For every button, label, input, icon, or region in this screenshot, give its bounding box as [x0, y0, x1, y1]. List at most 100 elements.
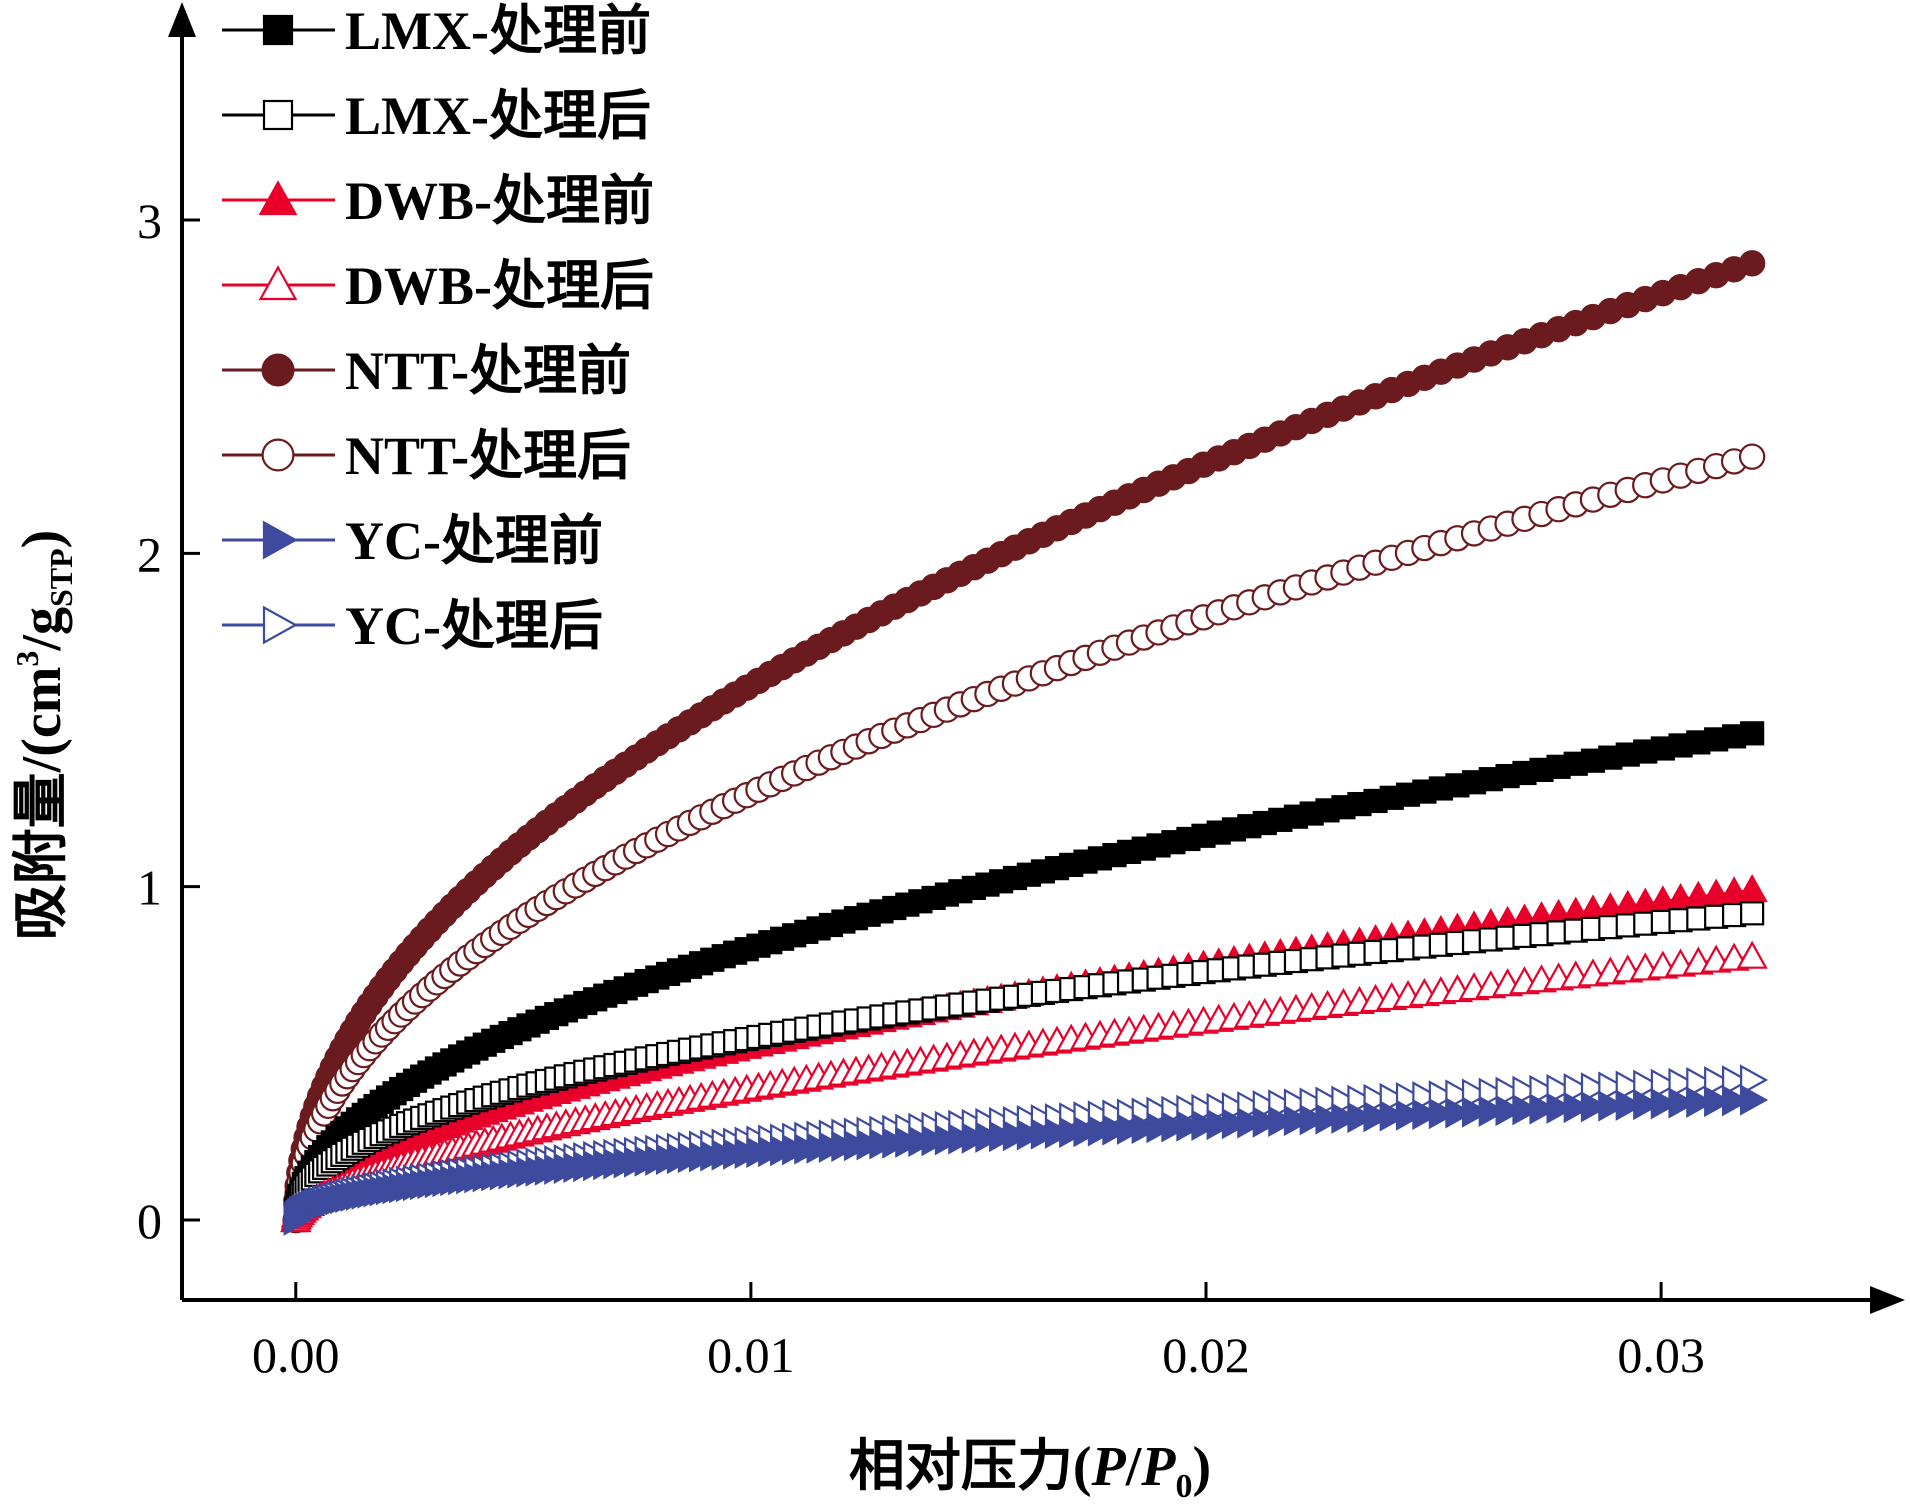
legend-marker — [261, 438, 295, 472]
data-point — [1283, 1104, 1312, 1137]
legend-item: DWB-处理后 — [222, 256, 654, 316]
data-point — [1191, 1109, 1220, 1141]
series-YC-处理前 — [283, 1084, 1769, 1236]
data-point — [1299, 1104, 1328, 1136]
data-point — [1633, 1069, 1662, 1101]
legend: LMX-处理前 LMX-处理后 DWB-处理前 DWB-处理后 NTT-处理前 NTT-处… — [222, 1, 654, 656]
data-point — [1495, 1094, 1524, 1127]
data-point — [1740, 901, 1765, 926]
data-point — [1615, 1070, 1644, 1102]
series-NTT-处理后 — [282, 443, 1766, 1234]
data-point — [1546, 1092, 1575, 1124]
data-point — [1598, 1090, 1627, 1122]
data-point — [1478, 1095, 1507, 1127]
data-point — [1686, 1086, 1715, 1118]
y-tick-label: 3 — [137, 193, 162, 249]
legend-marker — [258, 265, 298, 301]
legend-label: LMX-处理前 — [345, 1, 651, 61]
x-tick-label: 0.02 — [1162, 1327, 1250, 1383]
y-tick-label: 0 — [137, 1193, 162, 1249]
data-point — [1161, 1111, 1190, 1143]
data-point — [1087, 1115, 1116, 1147]
data-point — [1668, 1067, 1697, 1100]
legend-item: NTT-处理后 — [222, 426, 631, 486]
data-point — [1686, 1066, 1715, 1099]
legend-marker — [262, 99, 294, 131]
data-point — [1268, 1105, 1297, 1137]
data-point — [1363, 1101, 1392, 1133]
legend-label: YC-处理后 — [345, 596, 603, 656]
data-point — [961, 1122, 990, 1154]
x-tick-label: 0.03 — [1617, 1327, 1705, 1383]
legend-item: LMX-处理前 — [222, 1, 651, 61]
data-point — [1740, 721, 1765, 746]
data-point — [1237, 1107, 1266, 1139]
data-point — [1044, 1117, 1074, 1149]
legend-item: YC-处理后 — [222, 596, 603, 656]
data-point — [1030, 1118, 1059, 1150]
x-axis-title: 相对压力(P/P0) — [849, 1436, 1211, 1505]
data-point — [1563, 1091, 1592, 1124]
data-point — [1073, 1116, 1102, 1148]
data-point — [1176, 1110, 1205, 1142]
x-axis-arrow — [1870, 1286, 1905, 1314]
legend-item: NTT-处理前 — [222, 341, 631, 401]
data-point — [1598, 1071, 1627, 1103]
legend-label: DWB-处理后 — [345, 256, 654, 316]
legend-label: LMX-处理后 — [345, 86, 651, 146]
data-point — [1331, 1102, 1360, 1134]
data-point — [1116, 1113, 1146, 1145]
y-ticks: 0 1 2 3 — [137, 193, 200, 1249]
data-point — [1740, 1064, 1769, 1096]
data-point — [1445, 1097, 1474, 1129]
legend-label: YC-处理前 — [345, 511, 603, 571]
data-point — [1131, 1112, 1160, 1145]
data-point — [1529, 1093, 1558, 1125]
data-point — [1740, 1084, 1769, 1116]
data-point — [1221, 1108, 1250, 1140]
y-axis-title: 吸附量/(cm3/gSTP) — [9, 530, 79, 941]
legend-marker — [261, 353, 295, 387]
data-point — [1059, 1116, 1088, 1149]
data-point — [1512, 1094, 1541, 1126]
data-point — [1580, 1091, 1610, 1123]
series-LMX-处理前 — [283, 721, 1765, 1233]
data-point — [1395, 1099, 1425, 1131]
data-point — [948, 1123, 977, 1155]
legend-item: LMX-处理后 — [222, 86, 651, 146]
legend-marker — [258, 180, 298, 216]
data-point — [1315, 1103, 1344, 1135]
data-point — [1704, 1066, 1733, 1098]
legend-label: NTT-处理前 — [345, 341, 631, 401]
legend-item: DWB-处理前 — [222, 171, 654, 231]
data-point — [1016, 1119, 1045, 1151]
data-point — [1002, 1120, 1031, 1152]
data-point — [1704, 1085, 1733, 1118]
legend-marker — [262, 14, 294, 46]
legend-item: YC-处理前 — [222, 511, 603, 571]
legend-marker — [262, 520, 298, 560]
data-point — [1146, 1112, 1175, 1144]
data-point — [1461, 1096, 1491, 1128]
data-point — [1738, 443, 1766, 470]
data-point — [1102, 1114, 1131, 1146]
x-tick-label: 0.00 — [252, 1327, 340, 1383]
data-point — [975, 1121, 1004, 1153]
data-point — [1580, 1072, 1610, 1104]
data-point — [1736, 873, 1768, 903]
data-point — [1721, 1085, 1751, 1117]
data-point — [1650, 1068, 1679, 1100]
axes — [168, 2, 1905, 1314]
x-tick-label: 0.01 — [707, 1327, 795, 1383]
data-point — [1736, 940, 1768, 969]
data-point — [1615, 1089, 1644, 1121]
legend-label: DWB-处理前 — [345, 171, 654, 231]
series-layer — [280, 250, 1769, 1236]
data-point — [1347, 1101, 1376, 1134]
data-point — [1650, 1088, 1679, 1120]
data-point — [1546, 1074, 1575, 1106]
data-point — [1379, 1100, 1408, 1132]
data-point — [1252, 1106, 1281, 1138]
data-point — [1563, 1073, 1592, 1105]
